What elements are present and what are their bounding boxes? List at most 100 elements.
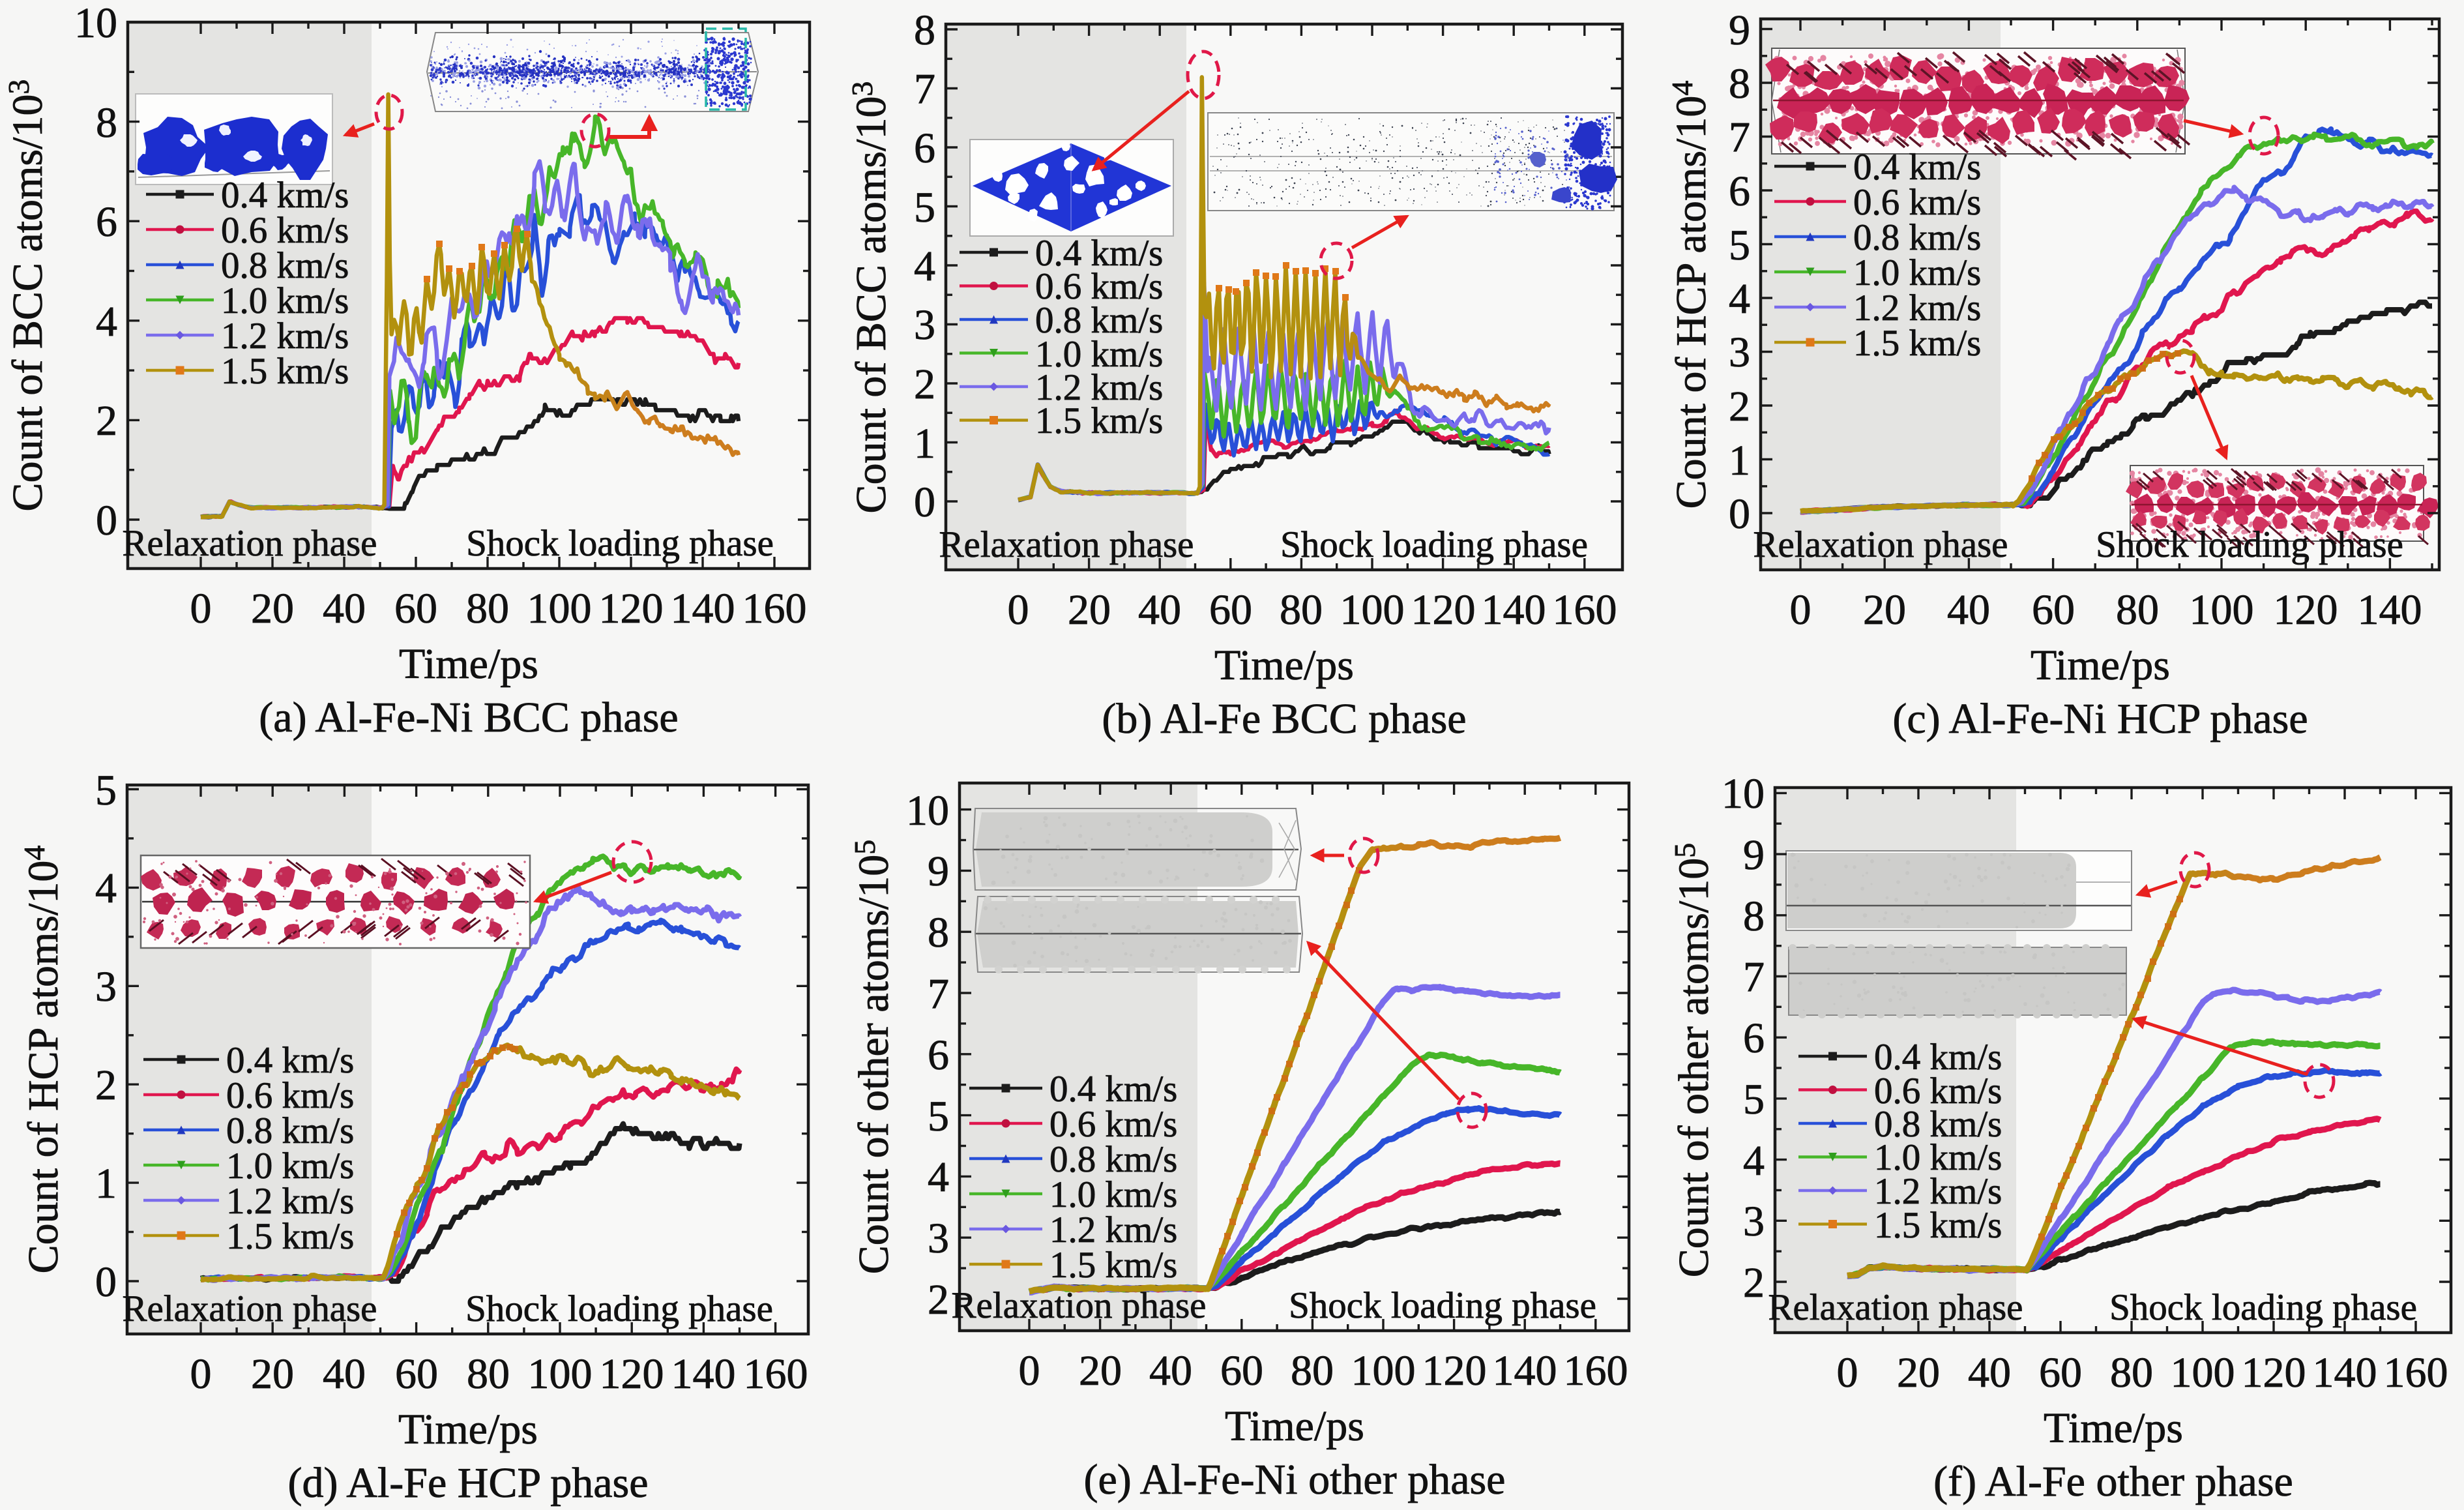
svg-text:1.0 km/s: 1.0 km/s: [221, 280, 349, 321]
svg-text:60: 60: [2032, 586, 2075, 634]
svg-text:Time/ps: Time/ps: [2031, 642, 2170, 689]
svg-text:Shock loading phase: Shock loading phase: [1280, 524, 1588, 565]
svg-text:6: 6: [914, 125, 935, 172]
svg-text:0.6 km/s: 0.6 km/s: [1874, 1071, 2002, 1112]
svg-text:3: 3: [1729, 329, 1750, 376]
svg-text:Count of other atoms/105: Count of other atoms/105: [1668, 843, 1718, 1277]
svg-text:80: 80: [466, 585, 509, 632]
svg-text:8: 8: [914, 7, 935, 54]
svg-text:8: 8: [96, 99, 117, 147]
svg-text:4: 4: [95, 865, 117, 912]
svg-text:140: 140: [2358, 586, 2422, 634]
svg-text:Shock loading phase: Shock loading phase: [1289, 1285, 1596, 1326]
svg-text:120: 120: [1422, 1347, 1487, 1395]
svg-text:0.6 km/s: 0.6 km/s: [1853, 182, 1981, 223]
svg-text:120: 120: [1411, 586, 1476, 634]
svg-text:1.5 km/s: 1.5 km/s: [1874, 1205, 2002, 1246]
svg-text:(f) Al-Fe other phase: (f) Al-Fe other phase: [1933, 1458, 2293, 1505]
svg-text:140: 140: [671, 585, 735, 632]
svg-text:6: 6: [96, 198, 117, 246]
svg-text:Relaxation phase: Relaxation phase: [952, 1285, 1207, 1326]
svg-text:1.2 km/s: 1.2 km/s: [1874, 1171, 2002, 1212]
svg-text:4: 4: [914, 243, 935, 290]
svg-text:0.8 km/s: 0.8 km/s: [1035, 300, 1163, 341]
svg-text:140: 140: [671, 1350, 736, 1398]
svg-text:1.0 km/s: 1.0 km/s: [1035, 334, 1163, 375]
svg-text:100: 100: [1351, 1347, 1416, 1395]
svg-text:1.5 km/s: 1.5 km/s: [221, 351, 349, 392]
svg-text:160: 160: [1564, 1347, 1628, 1395]
svg-text:1.0 km/s: 1.0 km/s: [1853, 252, 1981, 293]
svg-text:Count of other atoms/105: Count of other atoms/105: [848, 840, 898, 1274]
svg-text:Shock loading phase: Shock loading phase: [466, 523, 774, 564]
svg-text:160: 160: [2384, 1349, 2448, 1397]
svg-text:0: 0: [914, 479, 935, 526]
svg-text:100: 100: [2171, 1349, 2235, 1397]
svg-text:Count of BCC atoms/103: Count of BCC atoms/103: [2, 80, 51, 512]
svg-text:20: 20: [1897, 1349, 1940, 1397]
svg-text:5: 5: [914, 184, 935, 231]
svg-text:20: 20: [251, 1350, 294, 1398]
svg-text:5: 5: [928, 1093, 949, 1140]
svg-text:2: 2: [1743, 1259, 1765, 1307]
svg-text:10: 10: [74, 0, 117, 47]
svg-text:0: 0: [1790, 586, 1811, 634]
svg-text:1.2 km/s: 1.2 km/s: [226, 1181, 354, 1222]
svg-text:20: 20: [1863, 586, 1906, 634]
svg-text:9: 9: [928, 848, 949, 895]
svg-text:80: 80: [1280, 586, 1323, 634]
svg-text:60: 60: [395, 1350, 438, 1398]
svg-text:3: 3: [928, 1215, 949, 1262]
svg-text:0.4 km/s: 0.4 km/s: [1853, 147, 1981, 188]
svg-text:20: 20: [1079, 1347, 1122, 1395]
svg-text:2: 2: [1729, 383, 1750, 430]
svg-text:Shock loading phase: Shock loading phase: [2109, 1287, 2417, 1328]
svg-text:(d) Al-Fe HCP phase: (d) Al-Fe HCP phase: [287, 1459, 648, 1507]
svg-text:1.0 km/s: 1.0 km/s: [1874, 1137, 2002, 1178]
svg-text:3: 3: [1743, 1198, 1765, 1245]
svg-text:140: 140: [2313, 1349, 2377, 1397]
svg-text:60: 60: [1220, 1347, 1263, 1395]
svg-text:10: 10: [906, 787, 949, 835]
svg-text:140: 140: [1493, 1347, 1557, 1395]
svg-text:7: 7: [1729, 113, 1750, 161]
svg-text:0.4 km/s: 0.4 km/s: [1035, 233, 1163, 274]
svg-text:40: 40: [323, 1350, 366, 1398]
svg-text:1.5 km/s: 1.5 km/s: [1853, 323, 1981, 364]
svg-text:4: 4: [928, 1153, 949, 1201]
svg-text:Relaxation phase: Relaxation phase: [123, 523, 377, 564]
svg-text:7: 7: [914, 65, 935, 113]
svg-text:1.5 km/s: 1.5 km/s: [1035, 400, 1163, 441]
svg-text:160: 160: [744, 1350, 808, 1398]
svg-text:7: 7: [928, 970, 949, 1018]
svg-text:Shock loading phase: Shock loading phase: [465, 1288, 773, 1329]
svg-text:40: 40: [1968, 1349, 2011, 1397]
svg-text:(b) Al-Fe BCC phase: (b) Al-Fe BCC phase: [1102, 695, 1466, 743]
svg-text:3: 3: [914, 301, 935, 349]
svg-text:40: 40: [1149, 1347, 1192, 1395]
svg-text:8: 8: [928, 909, 949, 956]
svg-text:20: 20: [1068, 586, 1111, 634]
svg-text:10: 10: [1722, 770, 1765, 818]
svg-text:0.4 km/s: 0.4 km/s: [1874, 1037, 2002, 1078]
svg-text:0: 0: [1019, 1347, 1040, 1395]
svg-text:40: 40: [323, 585, 366, 632]
svg-text:Time/ps: Time/ps: [2044, 1404, 2183, 1452]
svg-text:1.2 km/s: 1.2 km/s: [1035, 367, 1163, 408]
svg-text:Time/ps: Time/ps: [1214, 642, 1354, 689]
svg-text:Count of HCP atoms/104: Count of HCP atoms/104: [18, 846, 67, 1274]
svg-text:1: 1: [95, 1160, 117, 1207]
svg-text:0.6 km/s: 0.6 km/s: [1049, 1104, 1177, 1145]
svg-text:100: 100: [528, 1350, 593, 1398]
svg-text:7: 7: [1743, 953, 1765, 1001]
svg-text:120: 120: [599, 585, 664, 632]
svg-text:(a) Al-Fe-Ni BCC phase: (a) Al-Fe-Ni BCC phase: [259, 694, 678, 741]
svg-text:8: 8: [1743, 893, 1765, 940]
svg-text:80: 80: [1291, 1347, 1334, 1395]
svg-text:6: 6: [1729, 168, 1750, 215]
svg-text:160: 160: [742, 585, 807, 632]
svg-text:0: 0: [190, 1350, 212, 1398]
svg-text:Shock loading phase: Shock loading phase: [2096, 524, 2403, 565]
svg-text:1.2 km/s: 1.2 km/s: [1853, 288, 1981, 329]
svg-text:80: 80: [467, 1350, 510, 1398]
